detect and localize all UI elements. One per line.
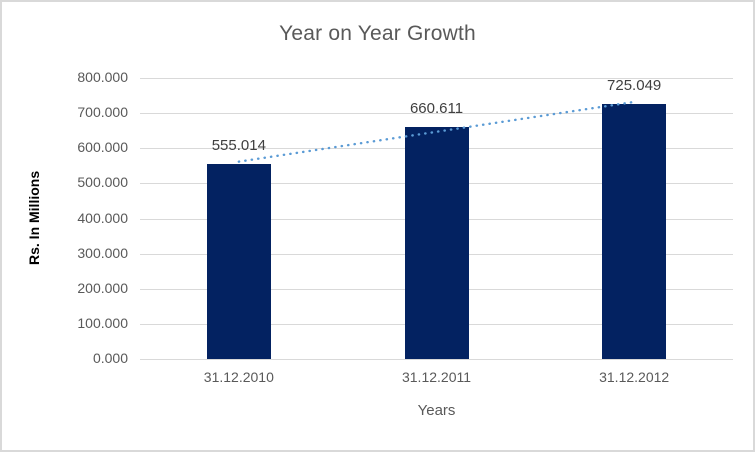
bar-31.12.2011 xyxy=(404,126,469,359)
data-label: 725.049 xyxy=(607,77,662,95)
bar-31.12.2010 xyxy=(206,164,271,359)
y-tick-label: 500.000 xyxy=(77,174,128,191)
x-tick-label: 31.12.2010 xyxy=(203,369,274,385)
x-tick-label: 31.12.2012 xyxy=(599,369,670,385)
x-tick-label: 31.12.2011 xyxy=(401,369,472,385)
data-label: 555.014 xyxy=(211,137,266,155)
data-label: 660.611 xyxy=(409,99,464,117)
y-tick-label: 200.000 xyxy=(77,279,128,296)
y-tick-label: 400.000 xyxy=(77,209,128,226)
gridline xyxy=(140,359,733,360)
gridline xyxy=(140,78,733,79)
y-tick-label: 0.000 xyxy=(92,350,128,366)
bar-31.12.2012 xyxy=(602,104,667,359)
y-tick-label: 800.000 xyxy=(77,69,128,85)
y-tick-label: 300.000 xyxy=(77,244,128,261)
chart-title: Year on Year Growth xyxy=(279,22,476,45)
y-tick-label: 100.000 xyxy=(77,314,128,331)
y-tick-label: 700.000 xyxy=(77,104,128,121)
x-axis-title: Years xyxy=(417,402,456,419)
y-tick-label: 600.000 xyxy=(77,139,128,156)
